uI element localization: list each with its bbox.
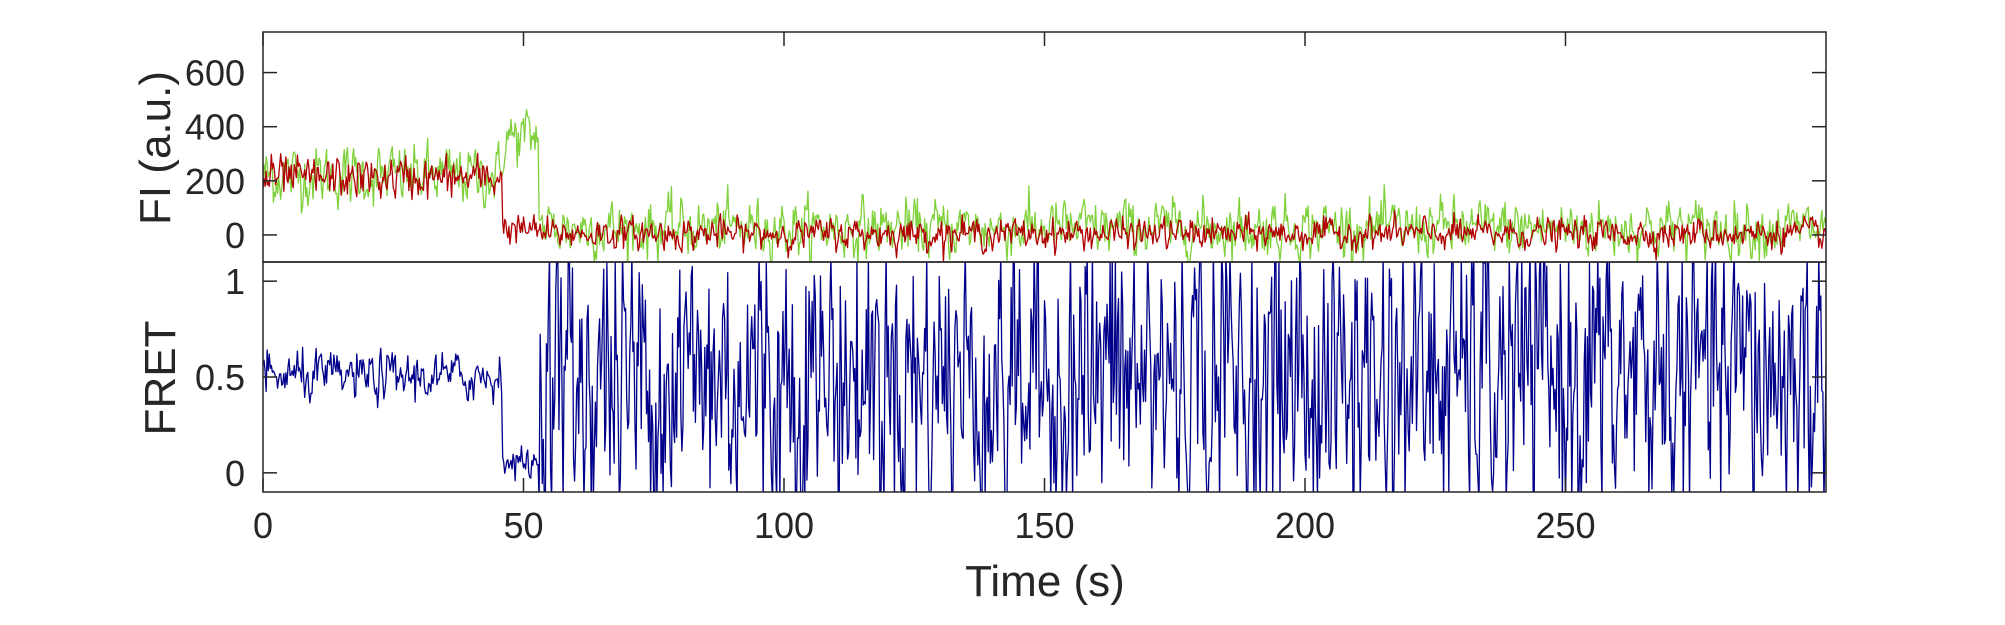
fluorescence-ylabel: FI (a.u.) <box>131 71 180 225</box>
x-tick-label: 0 <box>253 505 273 546</box>
y-tick-label: 1 <box>225 261 245 302</box>
x-tick-label: 50 <box>503 505 543 546</box>
fluorescence-series-2 <box>263 152 1826 262</box>
y-tick-label: 0 <box>225 215 245 256</box>
x-tick-label: 200 <box>1275 505 1335 546</box>
y-tick-label: 600 <box>185 53 245 94</box>
fret-panel: 0 0.5 1 0 50 100 150 200 250 FRET Time (s) <box>136 32 1827 606</box>
y-tick-label: 400 <box>185 107 245 148</box>
time-xlabel: Time (s) <box>965 557 1125 606</box>
fret-series-1 <box>263 262 1826 492</box>
fluorescence-panel: 0 200 400 600 FI (a.u.) <box>131 31 1827 263</box>
y-tick-label: 200 <box>185 161 245 202</box>
x-tick-label: 250 <box>1535 505 1595 546</box>
y-tick-label: 0.5 <box>195 357 245 398</box>
fret-ylabel: FRET <box>136 321 185 436</box>
fluorescence-series-1 <box>263 109 1826 262</box>
x-tick-label: 150 <box>1014 505 1074 546</box>
y-tick-label: 0 <box>225 453 245 494</box>
x-tick-label: 100 <box>754 505 814 546</box>
